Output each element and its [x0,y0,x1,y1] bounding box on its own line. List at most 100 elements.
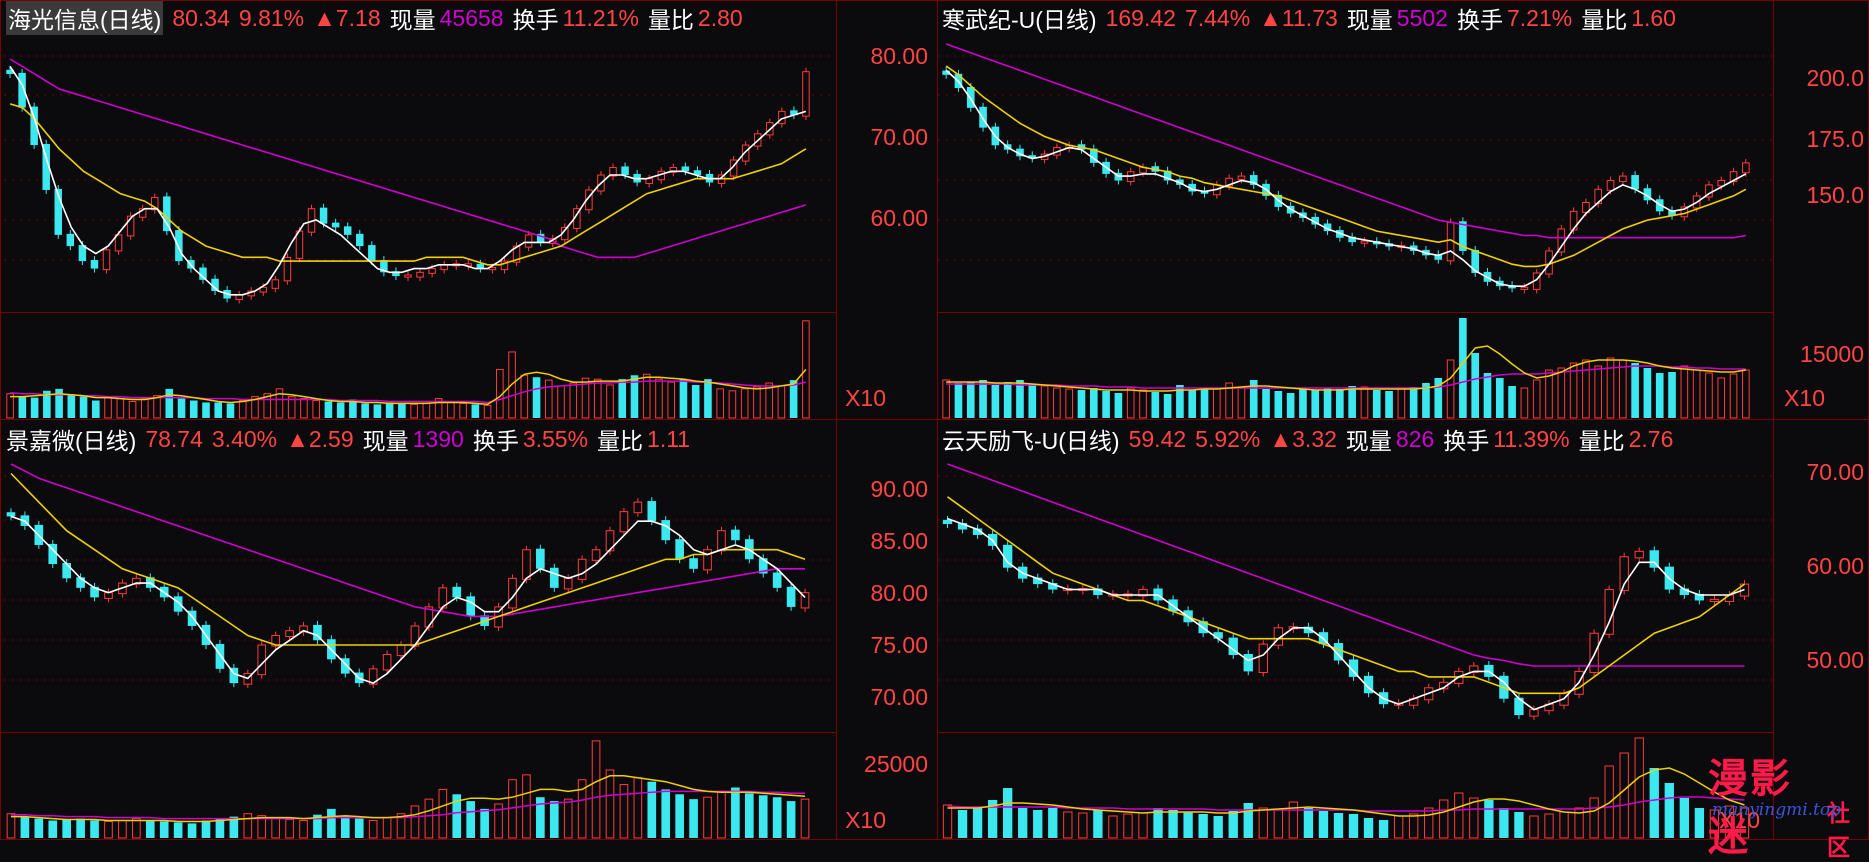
volume-bar-up [717,790,726,839]
last-price: 59.42 [1128,425,1187,452]
volume-bar-down [1483,373,1492,418]
volume-bar-down [1471,353,1479,418]
volume-bar-up [577,779,587,839]
volume-bar-down [1348,386,1356,418]
volume-bar-up [740,388,749,419]
volume-bar-up [942,804,953,839]
last-price: 169.42 [1105,4,1176,31]
volume-bar-up [1545,369,1553,419]
candle-up [404,274,412,278]
volume-bar-up [1237,386,1246,419]
candle-down [1089,148,1098,163]
volume-bar-up [1729,373,1738,419]
ma-line-purple [947,463,1745,667]
candle-down [476,263,485,269]
candle-down [942,70,950,75]
volume-bar-down [313,814,322,838]
volume-bar-down [1168,810,1178,838]
panel-header-jingjiawei[interactable]: 景嘉微(日线) 78.74 3.40% ▲2.59 现量 1390 换手 3.5… [6,422,699,456]
candle-up [1594,188,1603,205]
volume-bar-down [201,820,211,838]
stock-name[interactable]: 寒武纪-U(日线) [942,7,1097,33]
volume-bar-up [1557,367,1566,419]
candle-up [259,286,268,293]
panel-haiguang [6,58,810,419]
candle-up [703,549,712,571]
candle-up [1258,643,1268,673]
stock-name[interactable]: 景嘉微(日线) [6,428,137,454]
volume-bar-up [1574,807,1584,839]
candle-down [1348,659,1359,677]
volume-bar-up [942,379,950,419]
volume-bar-down [1286,393,1295,418]
volume-bar-up [557,385,565,419]
volume-bar-up [1065,388,1073,419]
volume-bar-up [569,382,578,419]
volume-bar-up [1397,387,1406,419]
volume-ratio-value: 1.11 [647,425,691,452]
volume-bar-up [1446,359,1455,419]
panel-jingjiawei [6,463,810,839]
change-amount: ▲3.32 [1269,425,1337,452]
candle-down [48,543,58,565]
volume-bar-up [605,769,615,839]
volume-bar-up [581,377,590,419]
volume-bar-up [1619,752,1629,839]
volume-bar-up [1544,813,1554,839]
candle-down [1679,588,1689,595]
price-axis-label: 75.00 [870,632,928,658]
candle-up [1589,632,1599,673]
volume-bar-up [434,398,443,419]
turnover-label: 换手 [1443,428,1490,454]
stock-name[interactable]: 云天励飞-U(日线) [942,428,1120,454]
volume-bar-down [1333,813,1344,838]
volume-bar-down [1028,384,1037,418]
volume-bar-up [544,379,553,419]
turnover-value: 3.55% [522,425,589,452]
volume-bar-down [471,404,480,418]
volume-bar-up [483,404,492,419]
candle-up [609,167,617,177]
volume-bar-down [957,810,968,838]
panel-header-haiguang[interactable]: 海光信息(日线) 80.34 9.81% ▲7.18 现量 45658 换手 1… [6,1,752,35]
candle-up [1619,556,1629,592]
current-volume-label: 现量 [389,7,436,33]
volume-ma-yellow [11,775,806,823]
volume-bar-down [55,388,63,418]
candle-up [591,549,601,561]
stock-name[interactable]: 海光信息(日线) [6,1,164,35]
candle-up [522,549,531,580]
price-axis-label: 80.00 [870,580,928,606]
volume-bar-up [1078,812,1088,839]
candle-up [633,501,643,514]
volume-bar-down [1188,390,1197,418]
volume-bar-down [966,382,975,418]
volume-bar-down [1048,808,1058,838]
volume-bar-down [1299,388,1307,418]
candle-up [488,267,497,271]
candle-down [772,572,782,588]
axis-labels: 80.00 70.00 60.00 X10 200.0 175.0 150.0 15000 X1… [845,43,1864,833]
volume-bar-down [336,402,345,418]
volume-bar-up [104,820,113,839]
volume-axis-label: 15000 [1800,341,1864,367]
candle-up [1709,598,1720,603]
panel-header-yuntian[interactable]: 云天励飞-U(日线) 59.42 5.92% ▲3.32 现量 826 换手 1… [942,422,1682,456]
candle-down [1003,544,1013,568]
price-axis-label: 70.00 [870,124,928,150]
volume-bar-up [300,398,308,419]
current-volume: 45658 [439,4,504,31]
volume-bar-down [549,801,559,838]
panel-header-hanwuji[interactable]: 寒武纪-U(日线) 169.42 7.44% ▲11.73 现量 5502 换手… [942,1,1685,35]
volume-bar-down [1198,814,1208,838]
volume-bar-down [1643,368,1652,418]
volume-bar-up [633,777,643,839]
candle-up [396,644,406,657]
candle-up [138,208,147,218]
ma-line-white [945,69,1747,288]
volume-bar-down [1378,820,1389,838]
volume-ratio-label: 量比 [1578,428,1625,454]
candle-down [549,567,559,588]
volume-bar-down [1033,810,1043,838]
candle-up [500,260,509,271]
